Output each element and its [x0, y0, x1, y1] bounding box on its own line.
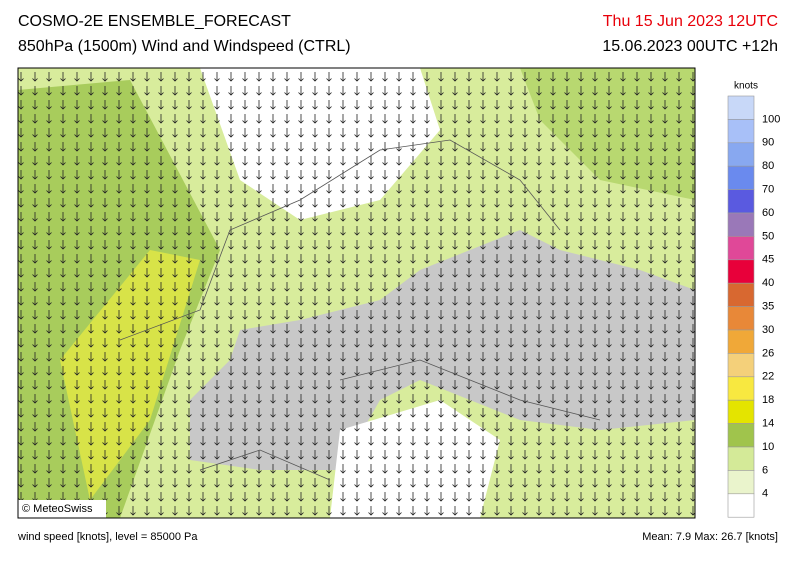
legend-label: 60 — [762, 207, 774, 219]
copyright-box — [18, 500, 106, 518]
legend-label: 90 — [762, 137, 774, 149]
legend-swatch — [727, 95, 755, 120]
legend-label: 26 — [762, 347, 774, 359]
legend-label: 80 — [762, 160, 774, 172]
legend-swatch — [727, 142, 755, 167]
run-time: 15.06.2023 00UTC +12h — [602, 38, 778, 55]
legend-swatch — [727, 306, 755, 331]
legend-swatch — [727, 446, 755, 471]
copyright: © MeteoSwiss — [22, 503, 93, 515]
legend-label: 4 — [762, 488, 768, 500]
legend-label: 40 — [762, 277, 774, 289]
legend-label: 35 — [762, 301, 774, 313]
legend-label: 22 — [762, 371, 774, 383]
legend-label: 6 — [762, 464, 768, 476]
legend-label: 50 — [762, 230, 774, 242]
legend-label: 100 — [762, 113, 780, 125]
legend-label: 70 — [762, 184, 774, 196]
legend-swatch — [727, 423, 755, 448]
legend-label: 18 — [762, 394, 774, 406]
legend-swatch — [727, 189, 755, 214]
legend-swatch — [727, 212, 755, 237]
legend-swatch — [727, 282, 755, 307]
legend-label: 14 — [762, 418, 774, 430]
legend-swatch — [727, 376, 755, 401]
map-frame — [17, 67, 696, 519]
map: © MeteoSwiss — [18, 68, 695, 518]
valid-time: Thu 15 Jun 2023 12UTC — [603, 13, 778, 30]
subtitle: 850hPa (1500m) Wind and Windspeed (CTRL) — [18, 38, 351, 55]
wind-arrows — [18, 68, 695, 518]
legend-swatch — [727, 259, 755, 284]
legend-swatch — [727, 119, 755, 144]
legend-swatch — [727, 329, 755, 354]
footer-left: wind speed [knots], level = 85000 Pa — [17, 531, 198, 543]
legend-swatch — [727, 353, 755, 378]
legend-swatch — [727, 236, 755, 261]
legend-swatch — [727, 165, 755, 190]
legend-swatch — [727, 399, 755, 424]
legend-swatch — [727, 470, 755, 495]
legend: 100 90 80 70 60 50 45 40 35 30 26 22 18 14 10 6 4 — [727, 95, 780, 518]
legend-label: 30 — [762, 324, 774, 336]
legend-label: 45 — [762, 254, 774, 266]
legend-unit: knots — [734, 81, 758, 92]
legend-swatch — [727, 493, 755, 518]
borders — [119, 139, 601, 481]
footer-stats: Mean: 7.9 Max: 26.7 [knots] — [642, 531, 778, 543]
legend-label: 10 — [762, 441, 774, 453]
title: COSMO-2E ENSEMBLE_FORECAST — [18, 13, 291, 30]
